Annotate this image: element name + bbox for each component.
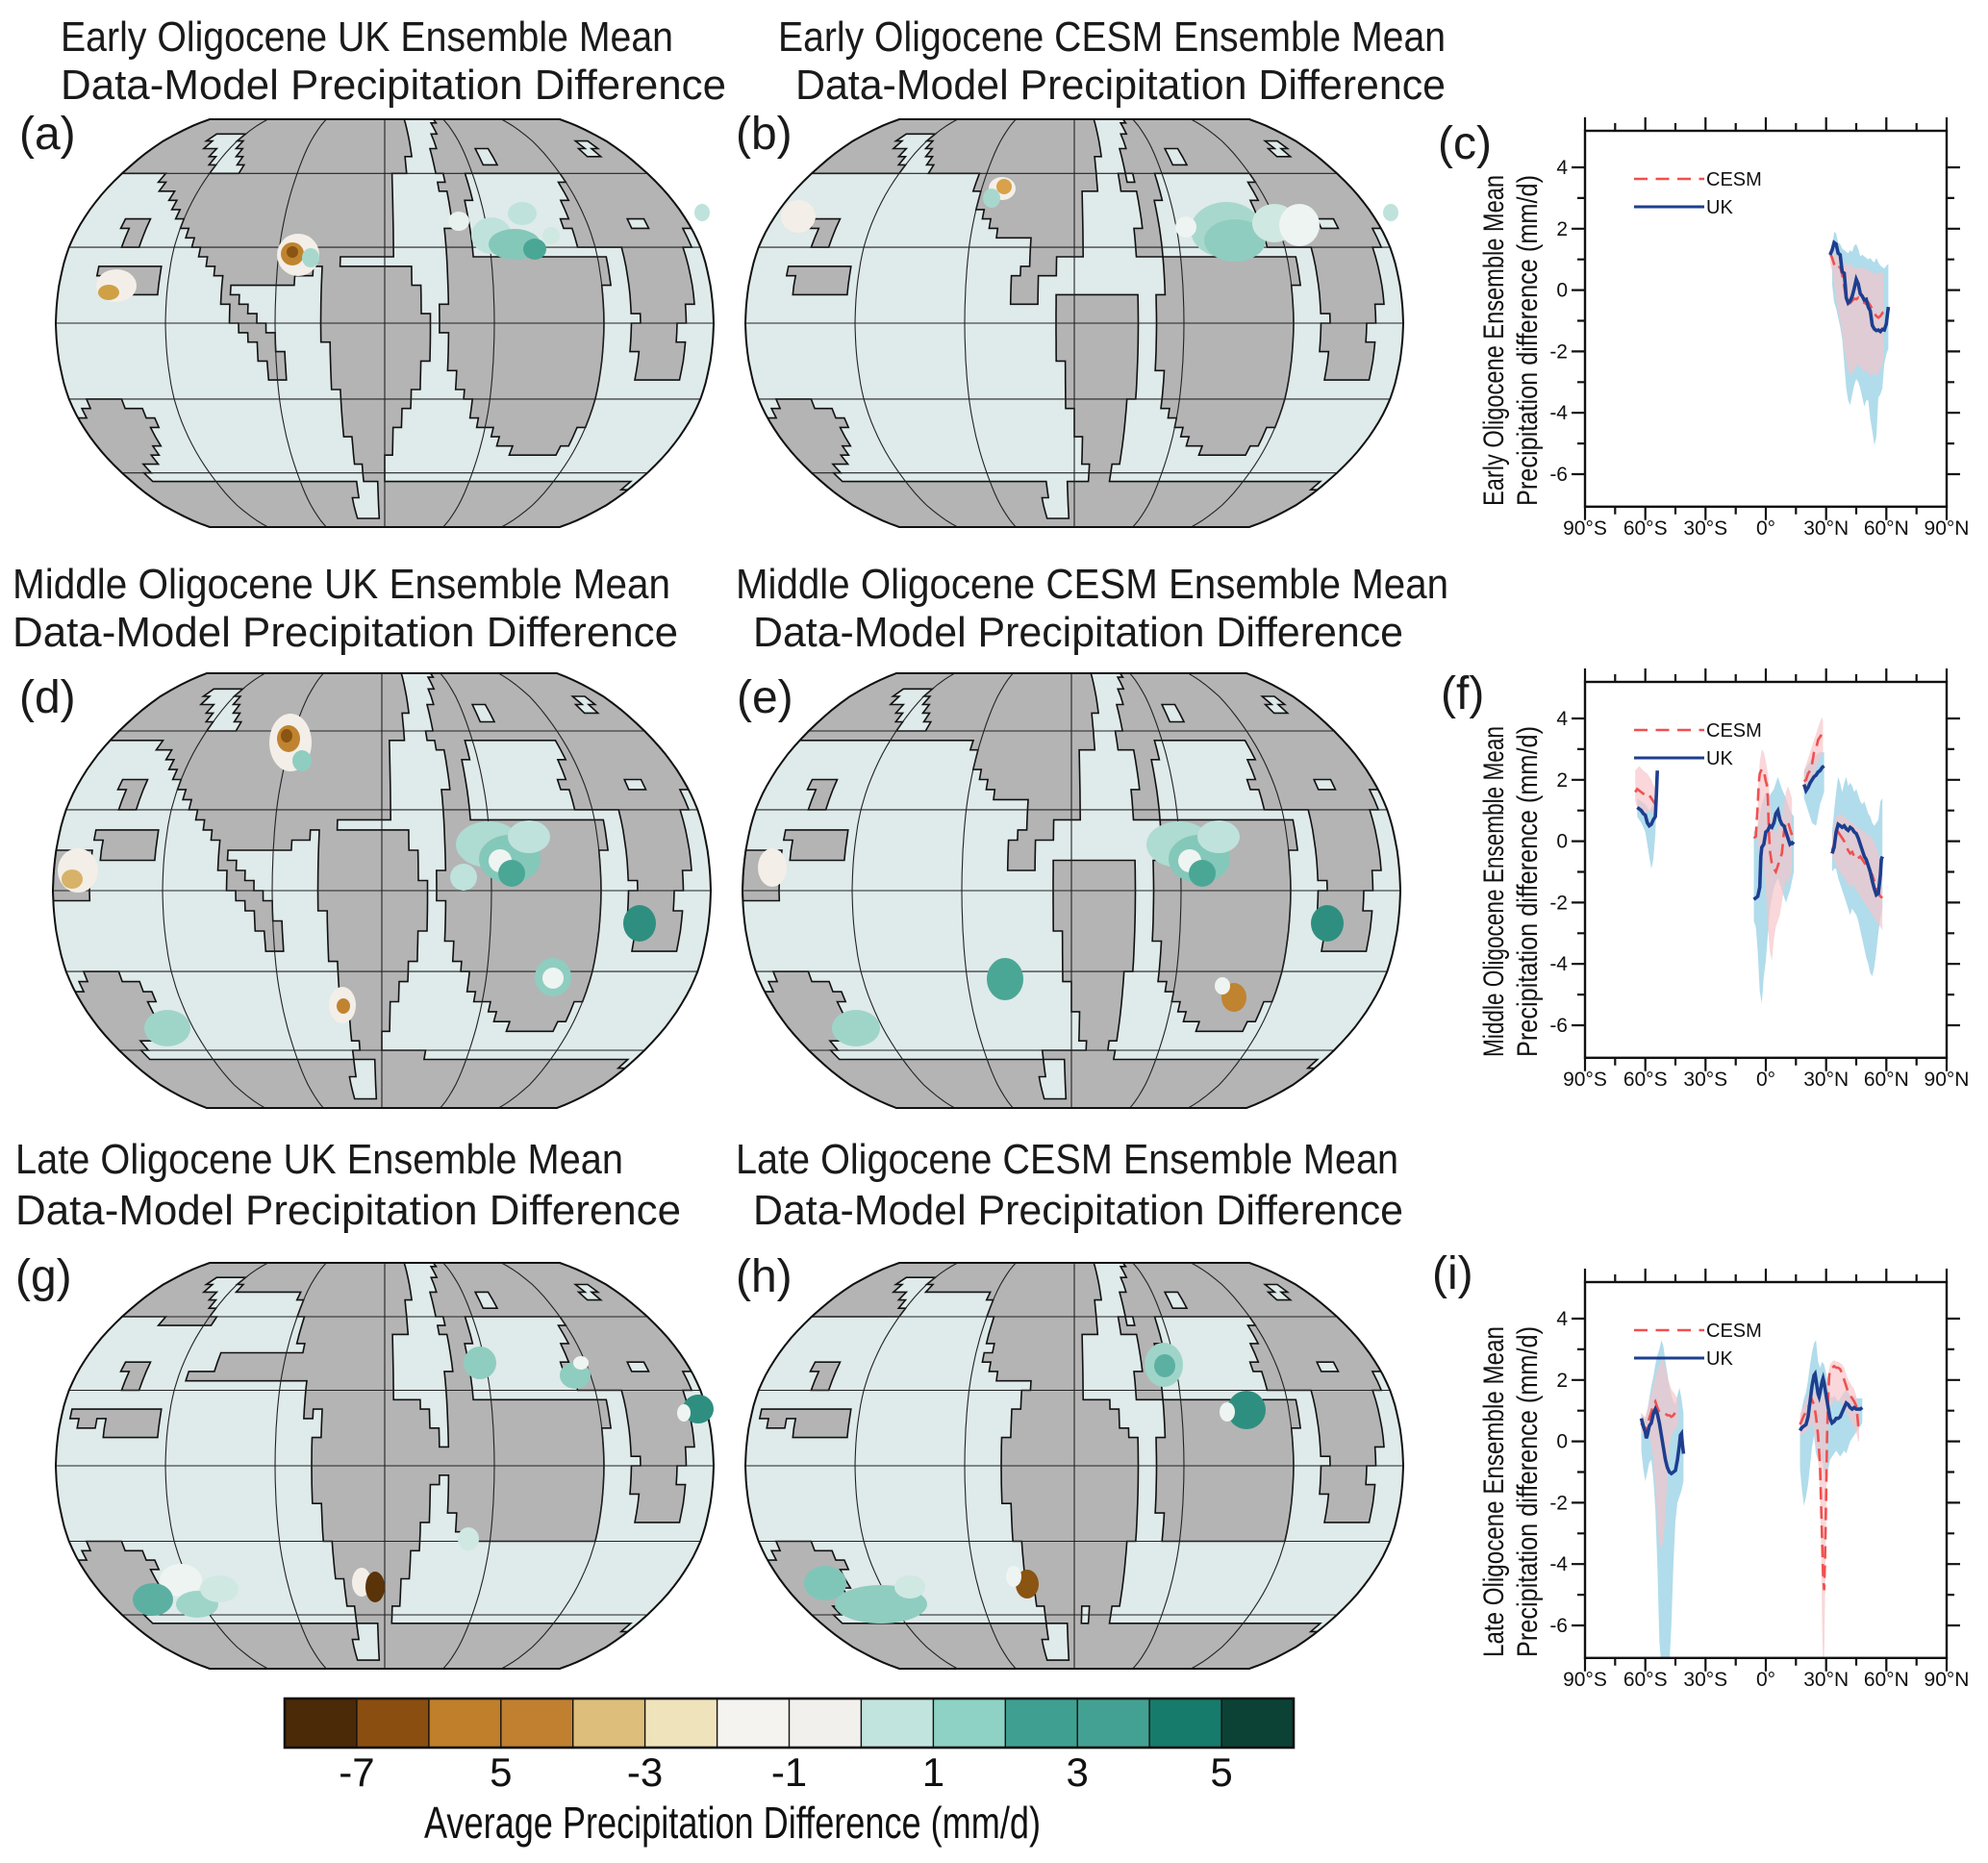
svg-text:-7: -7 (339, 1750, 374, 1795)
svg-text:(e): (e) (737, 672, 793, 723)
svg-text:2: 2 (1556, 769, 1568, 792)
svg-text:Early Oligocene Ensemble Mean: Early Oligocene Ensemble Mean (1478, 175, 1510, 506)
svg-text:Late Oligocene Ensemble Mean: Late Oligocene Ensemble Mean (1478, 1326, 1510, 1657)
svg-text:-4: -4 (1549, 1553, 1568, 1575)
svg-text:CESM: CESM (1706, 169, 1762, 190)
svg-text:Late Oligocene UK Ensemble Mea: Late Oligocene UK Ensemble Mean (15, 1136, 623, 1183)
svg-text:Precipitation difference (mm/d: Precipitation difference (mm/d) (1512, 726, 1544, 1057)
svg-text:60°N: 60°N (1864, 1069, 1909, 1091)
svg-text:UK: UK (1706, 197, 1733, 218)
svg-text:90°S: 90°S (1563, 1669, 1607, 1691)
svg-text:0: 0 (1556, 831, 1568, 853)
svg-text:5: 5 (1210, 1750, 1232, 1795)
svg-text:Middle Oligocene UK Ensemble M: Middle Oligocene UK Ensemble Mean (13, 561, 670, 608)
svg-text:90°N: 90°N (1925, 517, 1970, 540)
svg-text:-6: -6 (1549, 464, 1568, 486)
svg-text:Precipitation difference (mm/d: Precipitation difference (mm/d) (1512, 1326, 1544, 1657)
svg-text:30°S: 30°S (1683, 517, 1727, 540)
svg-text:Middle Oligocene Ensemble Mean: Middle Oligocene Ensemble Mean (1478, 726, 1510, 1057)
svg-text:Precipitation difference (mm/d: Precipitation difference (mm/d) (1512, 175, 1544, 506)
svg-text:0°: 0° (1756, 517, 1775, 540)
svg-text:2: 2 (1556, 218, 1568, 240)
svg-text:-4: -4 (1549, 953, 1568, 975)
svg-text:-6: -6 (1549, 1615, 1568, 1637)
svg-text:30°N: 30°N (1803, 517, 1849, 540)
svg-text:0: 0 (1556, 1431, 1568, 1453)
svg-text:Middle Oligocene CESM Ensemble: Middle Oligocene CESM Ensemble Mean (736, 561, 1448, 608)
svg-text:0°: 0° (1756, 1069, 1775, 1091)
svg-text:0°: 0° (1756, 1669, 1775, 1691)
svg-text:5: 5 (490, 1750, 512, 1795)
svg-text:-3: -3 (627, 1750, 663, 1795)
svg-text:Data-Model Precipitation Diffe: Data-Model Precipitation Difference (15, 1187, 681, 1234)
svg-text:30°N: 30°N (1803, 1669, 1849, 1691)
svg-text:-6: -6 (1549, 1015, 1568, 1037)
svg-text:-2: -2 (1549, 892, 1568, 914)
svg-text:Data-Model Precipitation Diffe: Data-Model Precipitation Difference (61, 62, 726, 109)
svg-text:Early Oligocene UK Ensemble Me: Early Oligocene UK Ensemble Mean (61, 13, 673, 61)
svg-text:-2: -2 (1549, 340, 1568, 363)
svg-text:90°N: 90°N (1925, 1069, 1970, 1091)
svg-text:Average Precipitation Differen: Average Precipitation Difference (mm/d) (424, 1798, 1041, 1848)
svg-text:(c): (c) (1438, 118, 1492, 169)
svg-text:90°S: 90°S (1563, 1069, 1607, 1091)
svg-text:4: 4 (1556, 1308, 1568, 1330)
svg-text:30°S: 30°S (1683, 1669, 1727, 1691)
svg-text:60°N: 60°N (1864, 1669, 1909, 1691)
svg-text:(d): (d) (19, 672, 76, 723)
svg-text:UK: UK (1706, 748, 1733, 769)
svg-text:Late Oligocene CESM Ensemble M: Late Oligocene CESM Ensemble Mean (736, 1136, 1398, 1183)
svg-text:UK: UK (1706, 1348, 1733, 1370)
svg-text:3: 3 (1067, 1750, 1089, 1795)
svg-text:Data-Model Precipitation Diffe: Data-Model Precipitation Difference (753, 1187, 1403, 1234)
svg-text:(b): (b) (736, 109, 793, 160)
svg-text:(g): (g) (15, 1251, 72, 1302)
svg-text:60°S: 60°S (1623, 1669, 1668, 1691)
svg-text:0: 0 (1556, 280, 1568, 302)
svg-text:2: 2 (1556, 1370, 1568, 1392)
svg-text:(i): (i) (1432, 1248, 1473, 1299)
svg-text:30°S: 30°S (1683, 1069, 1727, 1091)
svg-text:Data-Model Precipitation Diffe: Data-Model Precipitation Difference (13, 609, 678, 656)
svg-text:Early Oligocene CESM Ensemble: Early Oligocene CESM Ensemble Mean (778, 13, 1446, 61)
svg-text:60°S: 60°S (1623, 517, 1668, 540)
svg-text:30°N: 30°N (1803, 1069, 1849, 1091)
svg-text:60°N: 60°N (1864, 517, 1909, 540)
svg-text:1: 1 (922, 1750, 944, 1795)
svg-text:-2: -2 (1549, 1492, 1568, 1514)
svg-text:Data-Model Precipitation Diffe: Data-Model Precipitation Difference (795, 62, 1446, 109)
svg-text:-4: -4 (1549, 402, 1568, 424)
svg-text:90°N: 90°N (1925, 1669, 1970, 1691)
svg-text:4: 4 (1556, 708, 1568, 730)
svg-text:(a): (a) (19, 109, 76, 160)
svg-text:-1: -1 (771, 1750, 807, 1795)
svg-text:CESM: CESM (1706, 720, 1762, 742)
svg-text:90°S: 90°S (1563, 517, 1607, 540)
svg-text:CESM: CESM (1706, 1321, 1762, 1342)
svg-text:Data-Model Precipitation Diffe: Data-Model Precipitation Difference (753, 609, 1403, 656)
svg-text:(h): (h) (736, 1251, 793, 1302)
svg-text:60°S: 60°S (1623, 1069, 1668, 1091)
svg-text:(f): (f) (1441, 668, 1484, 719)
svg-text:4: 4 (1556, 157, 1568, 179)
